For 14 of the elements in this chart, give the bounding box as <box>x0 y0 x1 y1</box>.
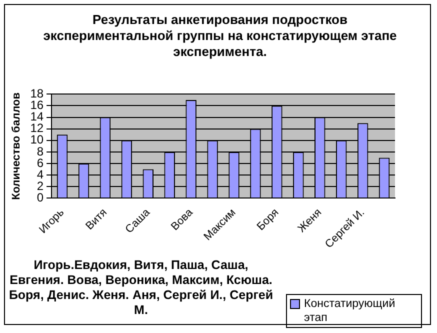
y-tick-label: 8 <box>36 144 44 158</box>
y-tick-label: 0 <box>36 190 44 204</box>
x-axis-title: Игорь.Евдокия, Витя, Паша, Саша, Евгения. Вова, Вероника, Максим, Ксюша. Боря, Денис. Женя. Аня, Сергей И., Сергей М. <box>8 258 274 318</box>
y-tick-label: 18 <box>30 86 44 101</box>
y-tick-label: 6 <box>36 156 44 170</box>
legend-label: Констатирующий этап <box>304 297 396 325</box>
y-axis-title: Количество баллов <box>10 92 23 200</box>
y-tick-label: 16 <box>30 98 44 112</box>
y-tick-label: 2 <box>36 178 44 193</box>
y-tick-label: 10 <box>30 132 44 147</box>
chart-title: Результаты анкетирования подростков экспериментальной группы на констатирующем этапе эксперимента. <box>42 12 398 60</box>
y-tick-label: 4 <box>36 167 44 182</box>
y-tick-label: 12 <box>30 121 44 136</box>
y-tick-label: 14 <box>30 110 44 124</box>
